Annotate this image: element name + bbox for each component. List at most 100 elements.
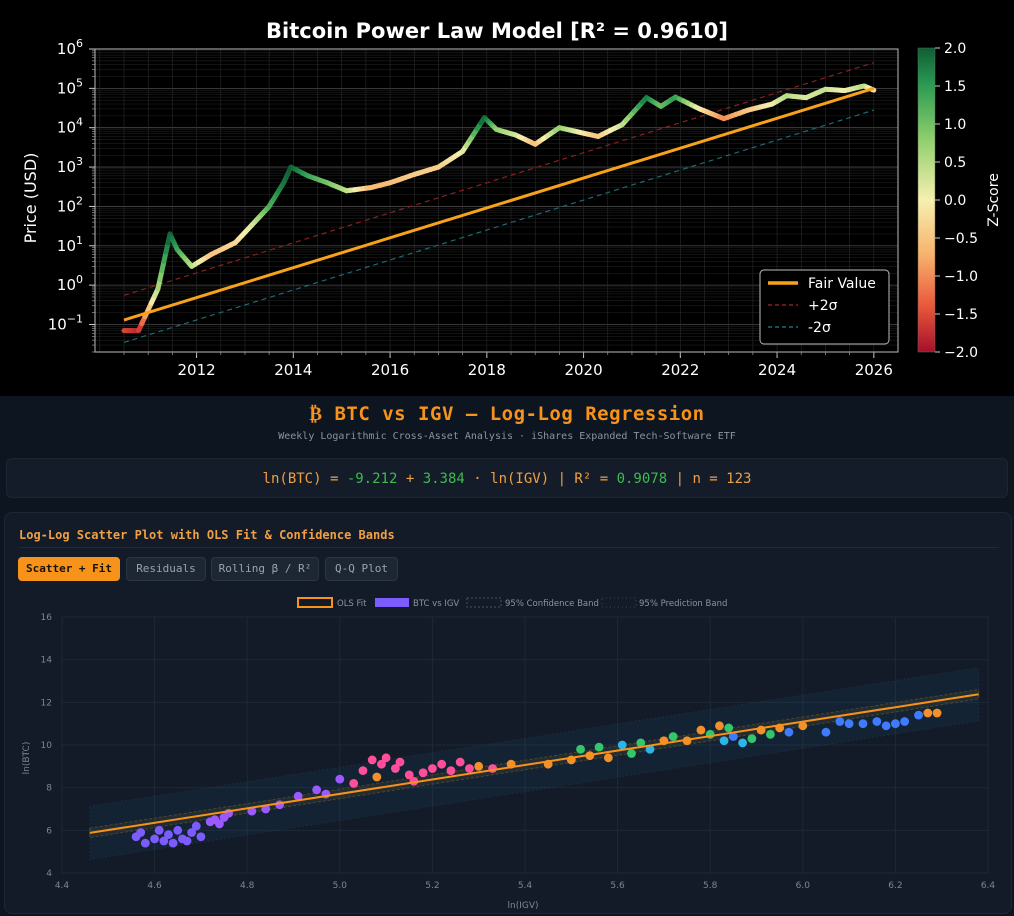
scatter-point [617,740,627,750]
equation-term: · ln(IGV) | R² = [464,471,617,487]
colorbar-tick-label: 1.5 [944,79,966,95]
x-tick-label: 6.0 [796,881,811,891]
y-tick-label: 105 [57,76,83,97]
plus-2sigma-line [123,62,874,296]
scatter-point [381,753,391,763]
scatter-point [715,721,724,731]
y-tick-label: 8 [46,784,52,794]
y-tick-label: 103 [57,155,83,176]
x-tick-label: 2022 [661,361,699,379]
scatter-point [645,744,655,754]
loglog-scatter-chart: OLS Fit BTC vs IGV 95% Confidence Band 9… [22,597,996,911]
scatter-point [724,723,734,733]
x-tick-label: 5.4 [518,881,533,891]
scatter-point [154,825,164,835]
x-tick-label: 2012 [177,361,215,379]
scatter-point [594,742,604,752]
card-divider [19,547,999,548]
x-tick-label: 5.2 [425,881,439,891]
power-law-title: Bitcoin Power Law Model [R² = 0.9610] [266,19,728,43]
scatter-point [696,725,706,735]
scatter-card-title: Log-Log Scatter Plot with OLS Fit & Conf… [19,528,395,542]
tab-rolling-beta[interactable]: Rolling β / R² [211,557,319,581]
scatter-point [821,727,831,737]
tab-scatter-fit[interactable]: Scatter + Fit [18,557,120,581]
equation-n: | n = 123 [667,471,752,487]
colorbar-tick-label: −0.5 [944,231,978,247]
scatter-point [728,732,738,741]
scatter-point [187,828,197,837]
y-tick-label: 10−1 [48,312,83,333]
power-law-chart-panel: Bitcoin Power Law Model [R² = 0.9610] Pr… [0,0,1014,396]
scatter-point [377,759,386,769]
legend-btc-vs-igv: BTC vs IGV [413,599,459,609]
scatter-point [858,719,868,729]
tab-residuals[interactable]: Residuals [126,557,206,581]
colorbar-label: Z-Score [986,173,1002,227]
regression-title: ₿ BTC vs IGV — Log-Log Regression [309,403,705,425]
regression-subtitle: Weekly Logarithmic Cross-Asset Analysis … [278,431,736,442]
plot-frame [94,48,899,353]
scatter-point [455,757,465,767]
colorbar-tick-label: 0.0 [944,193,966,209]
scatter-point [335,774,345,784]
scatter-point [784,727,794,737]
legend-fair-value: Fair Value [808,276,876,292]
scatter-point [140,838,150,848]
scatter-point [603,753,613,763]
scatter-legend: OLS Fit BTC vs IGV 95% Confidence Band 9… [297,597,727,609]
fair-value-line [123,86,875,322]
scatter-point [404,770,414,780]
scatter-point [349,779,359,788]
x-tick-label: 2018 [468,361,506,379]
scatter-point [636,738,646,748]
scatter-point [465,764,474,773]
scatter-point [312,785,322,795]
x-tick-label: 6.2 [888,881,902,891]
power-law-ylabel: Price (USD) [21,153,40,244]
scatter-point [765,729,775,739]
legend-prediction-band: 95% Prediction Band [639,599,727,609]
tab-qq-plot[interactable]: Q-Q Plot [325,557,398,581]
colorbar-tick-label: −2.0 [944,345,978,361]
colorbar-tick-label: 2.0 [944,41,966,57]
y-tick-label: 102 [57,194,83,215]
scatter-card: Log-Log Scatter Plot with OLS Fit & Conf… [4,512,1012,914]
x-tick-label: 2016 [371,361,409,379]
x-tick-label: 5.0 [333,881,348,891]
scatter-point [891,719,900,729]
scatter-xlabel: ln(IGV) [507,901,538,911]
x-tick-label: 2024 [758,361,796,379]
scatter-point [719,736,729,746]
legend-plus-2sigma: +2σ [808,298,838,314]
scatter-point [576,744,585,754]
equation-r2: 0.9078 [616,471,668,487]
scatter-point [446,766,456,775]
scatter-point [418,768,428,778]
scatter-point [372,772,382,782]
scatter-point [914,710,923,720]
ols-fit-line [89,693,979,834]
scatter-point [872,717,882,726]
zscore-colorbar: Z-Score 2.0 1.5 1.0 0.5 0.0 −0.5 −1.0 −1.5 −2.0 [917,41,1002,361]
scatter-plot-area: 4.4 4.6 4.8 5.0 5.2 5.4 5.6 5.8 6.0 6.2 6.4 4 6 8 10 12… [41,613,996,891]
minus-2sigma-line [123,109,874,344]
y-tick-label: 106 [57,37,83,58]
scatter-point [881,721,891,731]
y-tick-label: 104 [57,116,83,137]
y-tick-label: 4 [46,869,52,879]
scatter-ylabel: ln(BTC) [22,742,32,775]
scatter-point [747,734,757,743]
colorbar-tick-label: 1.0 [944,117,966,133]
x-tick-label: 2014 [274,361,312,379]
scatter-point [844,719,854,729]
scatter-point [182,836,192,846]
scatter-point [390,764,400,773]
y-tick-label: 101 [57,234,83,255]
y-tick-label: 12 [41,698,52,708]
y-tick-label: 6 [46,826,52,836]
y-tick-label: 10 [41,741,53,751]
scatter-point [428,764,437,773]
scatter-point [835,717,845,726]
y-tick-label: 100 [57,273,83,294]
